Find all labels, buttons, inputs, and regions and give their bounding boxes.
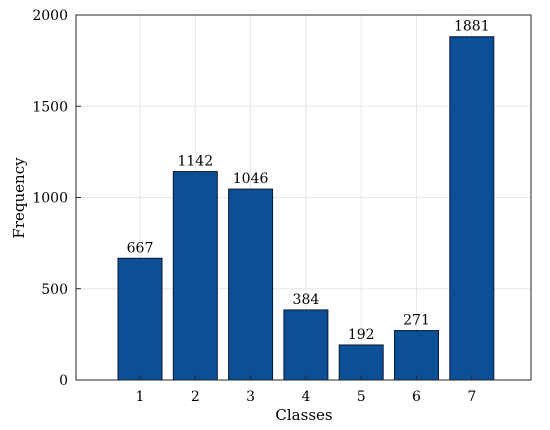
bar xyxy=(172,171,218,381)
data-label: 192 xyxy=(348,327,375,343)
grid-lines xyxy=(76,14,531,381)
axes xyxy=(75,14,532,381)
data-label: 384 xyxy=(293,292,320,308)
bar xyxy=(283,309,329,381)
y-tick-label: 2000 xyxy=(32,8,68,24)
x-tick-label: 6 xyxy=(412,389,421,405)
x-tick-label: 2 xyxy=(191,389,200,405)
y-tick-label: 1500 xyxy=(32,99,68,115)
x-tick-label: 4 xyxy=(301,389,310,405)
data-label: 1142 xyxy=(177,154,213,170)
data-labels: 667 1142 1046 384 192 271 1881 xyxy=(127,19,490,343)
y-tick-label: 0 xyxy=(59,373,68,389)
x-tick-label: 7 xyxy=(467,389,476,405)
data-label: 271 xyxy=(403,313,430,329)
data-label: 667 xyxy=(127,240,154,256)
x-tick-label: 5 xyxy=(357,389,366,405)
bars xyxy=(117,36,495,381)
bar xyxy=(117,257,163,381)
x-tick-label: 3 xyxy=(246,389,255,405)
bar xyxy=(394,330,439,381)
y-tick-label: 500 xyxy=(41,282,68,298)
bar xyxy=(228,188,274,381)
x-axis-title: Classes xyxy=(275,406,332,424)
x-tick-label: 1 xyxy=(136,389,145,405)
y-axis-title: Frequency xyxy=(10,157,28,239)
data-label: 1881 xyxy=(454,19,490,35)
y-tick-labels: 0 500 1000 1500 2000 xyxy=(32,8,68,389)
bar xyxy=(338,344,384,381)
bar xyxy=(449,36,495,381)
data-label: 1046 xyxy=(233,171,269,187)
y-tick-label: 1000 xyxy=(32,191,68,207)
x-tick-labels: 1 2 3 4 5 6 7 xyxy=(136,389,477,405)
